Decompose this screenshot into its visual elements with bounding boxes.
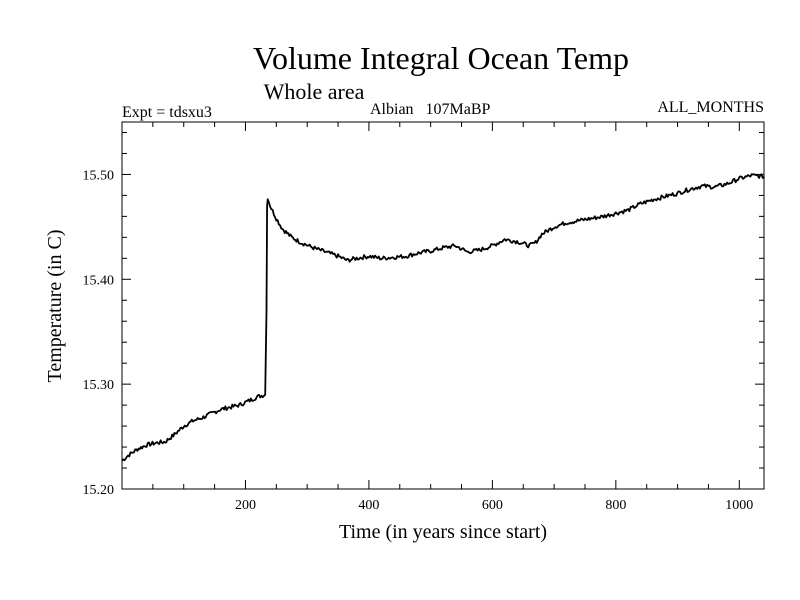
x-tick-label: 200 bbox=[235, 498, 256, 513]
y-tick-label: 15.20 bbox=[83, 483, 115, 498]
period-label: Albian 107MaBP bbox=[370, 101, 491, 118]
y-axis-label: Temperature (in C) bbox=[44, 230, 66, 383]
axis-ticks bbox=[122, 122, 764, 489]
experiment-label: Expt = tdsxu3 bbox=[122, 104, 212, 121]
x-tick-label: 800 bbox=[605, 498, 626, 513]
x-axis-label: Time (in years since start) bbox=[339, 521, 547, 543]
months-label: ALL_MONTHS bbox=[657, 99, 764, 116]
x-tick-label: 600 bbox=[482, 498, 503, 513]
chart-title: Volume Integral Ocean Temp bbox=[253, 40, 629, 76]
x-tick-label: 400 bbox=[358, 498, 379, 513]
chart-subtitle: Whole area bbox=[264, 79, 365, 104]
axis-tick-labels: 200 400 600 800 1000 15.20 15.30 15.40 15.50 bbox=[83, 168, 754, 513]
series-line bbox=[121, 173, 765, 462]
y-tick-label: 15.50 bbox=[83, 168, 115, 183]
x-tick-label: 1000 bbox=[725, 498, 753, 513]
y-tick-label: 15.30 bbox=[83, 378, 115, 393]
plot-frame bbox=[121, 121, 765, 490]
y-tick-label: 15.40 bbox=[83, 273, 115, 288]
